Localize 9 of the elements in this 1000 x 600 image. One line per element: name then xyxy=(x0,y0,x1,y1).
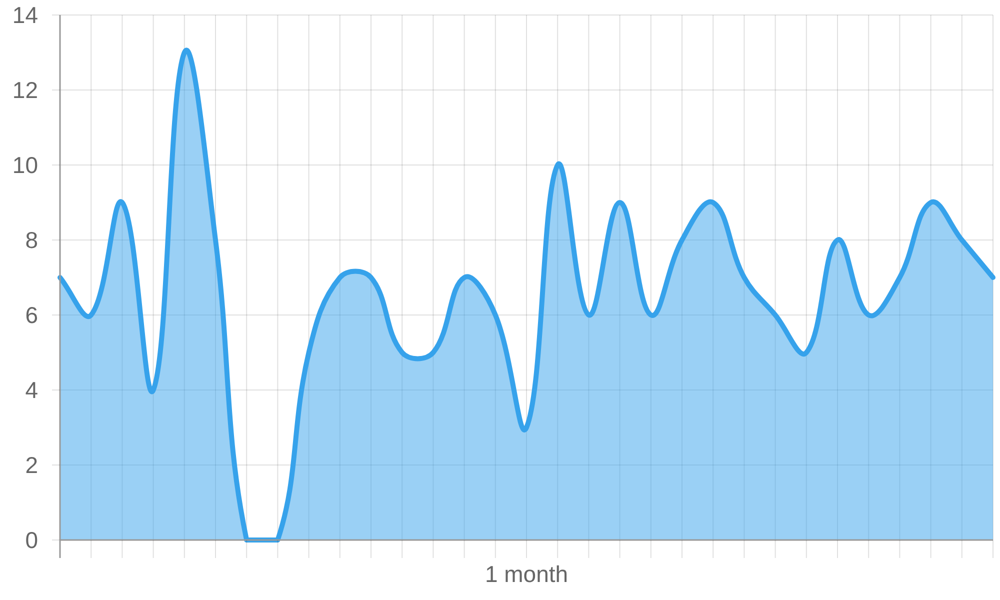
y-tick-label: 2 xyxy=(25,452,38,478)
y-tick-label: 10 xyxy=(12,152,38,178)
y-tick-label: 4 xyxy=(25,377,38,403)
y-tick-label: 6 xyxy=(25,302,38,328)
y-tick-label: 12 xyxy=(12,77,38,103)
x-axis-title: 1 month xyxy=(484,561,568,587)
y-tick-label: 8 xyxy=(25,227,38,253)
y-tick-label: 0 xyxy=(25,527,38,553)
y-tick-label: 14 xyxy=(12,2,38,28)
